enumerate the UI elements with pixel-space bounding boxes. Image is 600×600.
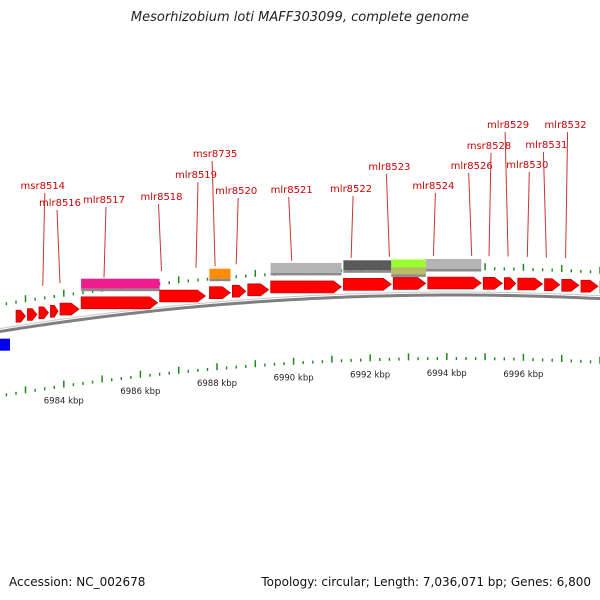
gene-arrow-0 [15, 309, 26, 323]
gene-label-mlr8531: mlr8531 [525, 140, 567, 151]
gene-label-mlr8523: mlr8523 [368, 162, 410, 173]
forward-gene-track [15, 276, 600, 323]
label-leader-5 [211, 160, 216, 267]
gene-label-msr8735: msr8735 [193, 149, 238, 160]
label-leader-15 [542, 151, 547, 258]
gene-arrow-7 [209, 286, 231, 300]
scale-label-0: 6984 kbp [44, 397, 84, 407]
feature-shadow-0 [81, 288, 160, 292]
feature-shadow-6 [425, 269, 482, 272]
label-leader-7 [288, 196, 293, 261]
gene-arrow-11 [343, 277, 392, 291]
gene-arrow-2 [38, 306, 49, 320]
label-leader-0 [42, 192, 46, 286]
gene-label-msr8528: msr8528 [467, 141, 512, 152]
label-leader-11 [468, 172, 473, 257]
label-leader-1 [56, 209, 61, 284]
gene-arrow-15 [503, 277, 517, 290]
gene-arrow-13 [427, 276, 482, 290]
gene-arrow-12 [392, 277, 427, 290]
gene-arrow-6 [159, 289, 206, 303]
gene-label-mlr8516: mlr8516 [39, 198, 81, 209]
gene-label-mlr8524: mlr8524 [412, 181, 454, 192]
genome-stats-text: Topology: circular; Length: 7,036,071 bp… [261, 575, 591, 589]
scale-label-6: 6996 kbp [503, 370, 543, 380]
feature-block-0 [81, 278, 160, 289]
gene-arrow-5 [80, 296, 159, 310]
label-leader-2 [103, 206, 107, 278]
gene-arrow-10 [270, 280, 342, 294]
feature-shadow-3 [343, 270, 392, 273]
feature-block-1 [209, 268, 231, 279]
accession-text: Accession: NC_002678 [9, 575, 146, 589]
gene-label-mlr8518: mlr8518 [140, 192, 182, 203]
backbone [0, 291, 600, 334]
gene-arrow-3 [50, 304, 59, 318]
scale-label-4: 6992 kbp [350, 370, 390, 380]
gene-arrow-4 [59, 302, 80, 316]
label-leader-3 [158, 203, 162, 272]
feature-block-6 [425, 259, 482, 269]
gene-label-msr8514: msr8514 [21, 181, 66, 192]
scale-label-2: 6988 kbp [197, 379, 237, 389]
feature-track [81, 259, 482, 292]
gene-label-mlr8517: mlr8517 [83, 195, 125, 206]
label-leader-4 [195, 181, 199, 268]
gene-label-mlr8520: mlr8520 [215, 186, 257, 197]
gene-label-mlr8529: mlr8529 [487, 120, 529, 131]
gene-label-mlr8521: mlr8521 [271, 185, 313, 196]
scale-label-3: 6990 kbp [274, 374, 314, 384]
gene-arrow-14 [482, 276, 503, 290]
label-leader-13 [504, 131, 509, 257]
feature-block-5 [391, 267, 426, 275]
gene-arrow-9 [247, 283, 270, 297]
gene-label-mlr8522: mlr8522 [330, 184, 372, 195]
scale-label-5: 6994 kbp [427, 369, 467, 379]
feature-block-2 [270, 262, 342, 273]
label-leader-9 [385, 173, 390, 257]
gene-arrow-18 [561, 278, 580, 292]
gene-arrow-8 [232, 284, 247, 298]
label-leader-8 [350, 195, 354, 258]
scale-label-1: 6986 kbp [120, 387, 160, 397]
gene-arrow-1 [27, 308, 38, 321]
reverse-gene-0 [0, 338, 10, 351]
reverse-gene-track [0, 338, 10, 351]
feature-shadow-2 [270, 272, 342, 276]
gene-label-mlr8532: mlr8532 [545, 120, 587, 131]
genome-title: Mesorhizobium loti MAFF303099, complete … [130, 10, 470, 25]
gene-arrow-17 [544, 278, 561, 292]
gene-arrow-16 [517, 277, 544, 291]
gene-arrow-19 [580, 279, 599, 293]
feature-shadow-1 [209, 278, 231, 282]
gene-label-track: msr8514 mlr8516 mlr8517 mlr8518 mlr8519 msr87… [21, 120, 587, 286]
backbone-line [0, 293, 600, 334]
gene-label-mlr8530: mlr8530 [506, 160, 548, 171]
gene-label-mlr8519: mlr8519 [175, 170, 217, 181]
label-leader-10 [432, 192, 436, 257]
feature-block-3 [343, 260, 392, 271]
backbone-highlight [0, 291, 600, 329]
scale-tick-track: 6984 kbp 6986 kbp 6988 kbp 6990 kbp 6992 kbp… [5, 353, 600, 407]
feature-block-4 [391, 259, 426, 270]
label-leader-6 [235, 197, 239, 265]
label-leader-12 [488, 152, 492, 257]
feature-shadow-5 [391, 274, 426, 277]
label-leader-16 [565, 131, 569, 259]
gene-label-mlr8526: mlr8526 [451, 161, 493, 172]
label-leader-14 [526, 171, 530, 257]
